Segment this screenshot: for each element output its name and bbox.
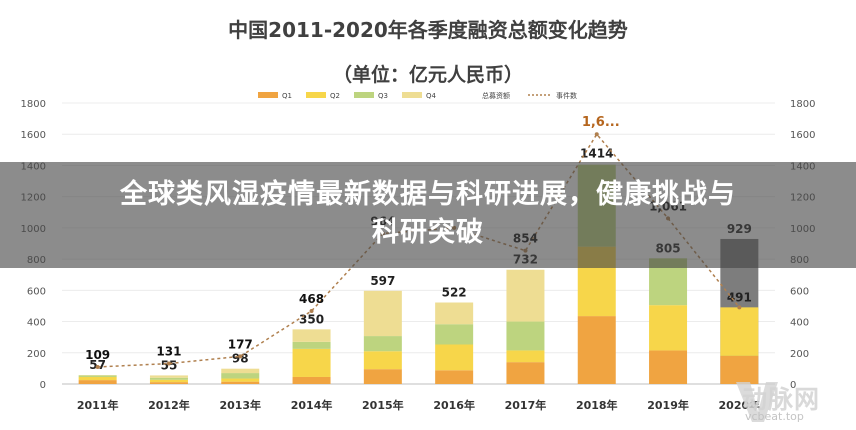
events-label: 109 <box>85 348 110 362</box>
bar-segment-q2 <box>221 378 260 382</box>
bar-segment-q4 <box>363 290 402 337</box>
events-point <box>737 305 742 310</box>
y-left-tick-label: 200 <box>27 349 46 360</box>
legend-swatch-q1 <box>258 92 278 98</box>
x-tick-label: 2018年 <box>576 398 618 412</box>
bar-segment-q1 <box>577 316 616 384</box>
chart-title: 中国2011-2020年各季度融资总额变化趋势 <box>228 18 628 42</box>
x-tick-label: 2011年 <box>77 398 119 412</box>
y-left-tick-label: 1800 <box>21 99 46 110</box>
events-label: 468 <box>299 292 324 306</box>
bar-total-label: 350 <box>299 312 324 326</box>
bar-segment-q1 <box>506 362 545 384</box>
bar-total-label: 597 <box>370 274 395 288</box>
bar-segment-q3 <box>363 336 402 352</box>
bar-segment-q3 <box>78 375 117 377</box>
bar-segment-q3 <box>435 324 474 345</box>
watermark-text: 动脉网 <box>742 385 821 414</box>
chart-subtitle: （单位：亿元人民币） <box>332 64 523 86</box>
events-label: 131 <box>156 345 181 359</box>
y-right-tick-label: 1600 <box>790 130 815 141</box>
y-right-tick-label: 600 <box>790 286 809 297</box>
bar-segment-q3 <box>221 373 260 379</box>
x-tick-label: 2017年 <box>505 398 547 412</box>
bar-segment-q2 <box>292 348 331 377</box>
x-tick-label: 2019年 <box>647 398 689 412</box>
watermark-sub: vcbeat.top <box>745 410 804 423</box>
bar-segment-q2 <box>78 376 117 381</box>
bar-segment-q1 <box>435 370 474 384</box>
events-point <box>238 354 243 359</box>
bar-segment-q4 <box>435 302 474 325</box>
x-tick-label: 2012年 <box>148 398 190 412</box>
x-tick-label: 2014年 <box>291 398 333 412</box>
legend-swatch-q3 <box>354 92 374 98</box>
legend-label-total: 总募资额 <box>482 91 510 100</box>
x-tick-label: 2016年 <box>433 398 475 412</box>
bar-segment-q4 <box>506 269 545 322</box>
events-label: 177 <box>228 337 253 351</box>
bar-segment-q1 <box>78 380 117 384</box>
y-right-tick-label: 0 <box>790 380 796 391</box>
bar-total-label: 522 <box>442 286 467 300</box>
bar-segment-q2 <box>720 307 759 356</box>
y-right-tick-label: 200 <box>790 349 809 360</box>
bar-segment-q4 <box>221 368 260 374</box>
events-label: 1,6... <box>582 115 620 130</box>
headline-line-2: 科研突破 <box>372 217 484 248</box>
watermark-logo-icon <box>736 382 778 422</box>
y-right-tick-label: 1800 <box>790 99 815 110</box>
bar-segment-q1 <box>149 382 188 384</box>
bar-segment-q2 <box>435 344 474 371</box>
events-point <box>95 364 100 369</box>
legend-label-events: 事件数 <box>556 91 577 100</box>
events-point <box>594 132 599 137</box>
bar-segment-q1 <box>221 381 260 384</box>
y-left-tick-label: 400 <box>27 318 46 329</box>
x-tick-label: 2015年 <box>362 398 404 412</box>
headline-line-1: 全球类风湿疫情最新数据与科研进展，健康挑战与 <box>120 179 736 210</box>
bar-segment-q1 <box>720 355 759 384</box>
headline-text: 全球类风湿疫情最新数据与科研进展，健康挑战与 科研突破 <box>40 176 816 252</box>
bar-segment-q3 <box>506 321 545 351</box>
events-point <box>166 361 171 366</box>
y-left-tick-label: 0 <box>40 380 46 391</box>
legend-swatch-q2 <box>306 92 326 98</box>
bar-segment-q2 <box>149 379 188 383</box>
bar-segment-q2 <box>363 351 402 370</box>
legend-label-q1: Q1 <box>282 92 292 100</box>
legend-label-q4: Q4 <box>426 92 437 100</box>
bar-segment-q2 <box>506 350 545 363</box>
legend-swatch-q4 <box>402 92 422 98</box>
bar-segment-q1 <box>649 350 688 384</box>
bar-total-label: 98 <box>232 352 249 366</box>
events-point <box>309 308 314 313</box>
x-tick-label: 2013年 <box>219 398 261 412</box>
bar-total-label: 1414 <box>580 146 613 160</box>
bar-segment-q1 <box>292 376 331 384</box>
legend-label-q3: Q3 <box>378 92 388 100</box>
bar-segment-q3 <box>292 341 331 349</box>
y-left-tick-label: 600 <box>27 286 46 297</box>
bar-segment-q3 <box>149 377 188 380</box>
bar-segment-q2 <box>649 305 688 351</box>
bar-segment-q4 <box>149 375 188 378</box>
bar-total-label: 491 <box>727 290 752 304</box>
legend-label-q2: Q2 <box>330 92 340 100</box>
bar-segment-q4 <box>292 329 331 342</box>
headline-banner <box>0 162 856 268</box>
y-left-tick-label: 1600 <box>21 130 46 141</box>
y-right-tick-label: 400 <box>790 318 809 329</box>
bar-segment-q1 <box>363 369 402 384</box>
